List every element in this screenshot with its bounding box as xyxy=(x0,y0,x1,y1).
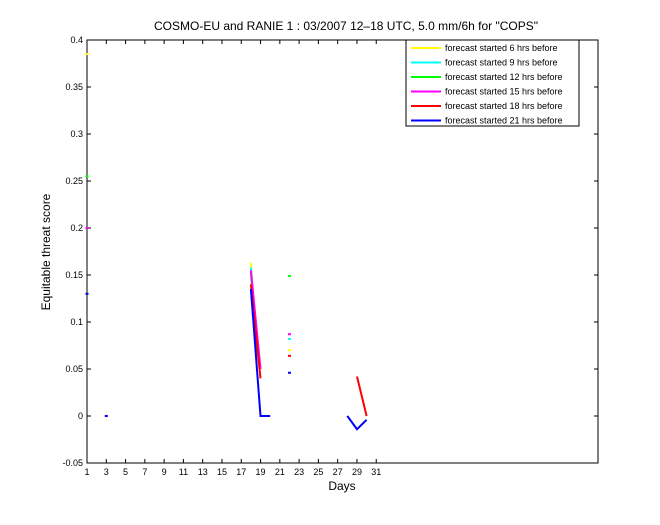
y-tick-label: 0.25 xyxy=(65,176,83,186)
series-line xyxy=(356,376,368,417)
legend-box xyxy=(405,39,580,127)
legend-label: forecast started 6 hrs before xyxy=(445,43,558,53)
series-4 xyxy=(85,227,291,370)
legend-label: forecast started 15 hrs before xyxy=(445,87,563,97)
x-axis-ticks: 1 3 5 7 9 11 13 15 17 19 21 23 25 27 29 31 xyxy=(84,40,381,477)
x-tick-label: 7 xyxy=(142,467,147,477)
x-tick-label: 9 xyxy=(162,467,167,477)
x-tick-label: 23 xyxy=(294,467,304,477)
legend: forecast started 6 hrs before forecast st… xyxy=(405,39,580,127)
x-tick-label: 3 xyxy=(104,467,109,477)
x-tick-label: 19 xyxy=(256,467,266,477)
x-tick-label: 11 xyxy=(179,467,188,477)
x-tick-label: 1 xyxy=(84,467,89,477)
y-tick-label: 0.4 xyxy=(70,35,83,45)
legend-label: forecast started 18 hrs before xyxy=(445,101,563,111)
y-tick-label: 0.05 xyxy=(65,364,83,374)
y-tick-label: -0.05 xyxy=(62,458,83,468)
y-tick-label: 0.3 xyxy=(70,129,83,139)
y-tick-label: 0.1 xyxy=(70,317,83,327)
x-tick-label: 27 xyxy=(333,467,343,477)
x-tick-label: 5 xyxy=(123,467,128,477)
x-tick-label: 15 xyxy=(217,467,227,477)
x-axis-label: Days xyxy=(328,479,355,493)
series-line xyxy=(346,415,368,431)
series-line xyxy=(249,289,271,417)
series-line xyxy=(249,270,262,370)
legend-label: forecast started 9 hrs before xyxy=(445,58,558,68)
x-tick-label: 21 xyxy=(275,467,285,477)
chart-title: COSMO-EU and RANIE 1 : 03/2007 12–18 UTC… xyxy=(154,19,538,33)
x-tick-label: 13 xyxy=(198,467,208,477)
y-axis-ticks: -0.05 0 0.05 0.1 0.15 0.2 0.25 0.3 0.35 0.4 xyxy=(62,35,598,468)
y-tick-label: 0.2 xyxy=(70,223,83,233)
series-6 xyxy=(85,289,368,431)
y-axis-label: Equitable threat score xyxy=(39,193,53,310)
y-tick-label: 0.15 xyxy=(65,270,83,280)
y-tick-label: 0 xyxy=(78,411,83,421)
x-tick-label: 31 xyxy=(371,467,381,477)
y-tick-label: 0.35 xyxy=(65,82,83,92)
legend-label: forecast started 12 hrs before xyxy=(445,72,563,82)
legend-label: forecast started 21 hrs before xyxy=(445,116,563,126)
x-tick-label: 17 xyxy=(236,467,246,477)
x-tick-label: 25 xyxy=(313,467,323,477)
x-tick-label: 29 xyxy=(352,467,362,477)
series-layer xyxy=(85,53,368,431)
